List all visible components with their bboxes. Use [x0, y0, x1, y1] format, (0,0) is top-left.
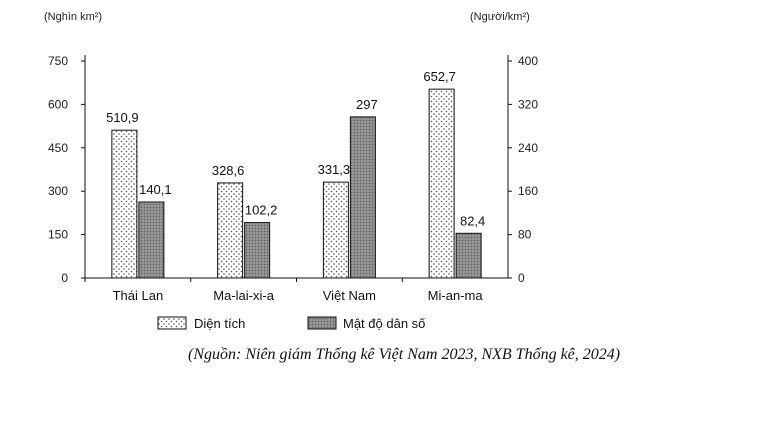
- right-tick-label: 400: [518, 54, 538, 68]
- data-label-mat-do-dan-so: 297: [356, 97, 378, 112]
- legend-label-dien-tich: Diện tích: [194, 316, 245, 331]
- left-tick-label: 600: [48, 97, 68, 111]
- data-label-dien-tich: 328,6: [212, 163, 245, 178]
- right-tick-label: 0: [518, 271, 525, 285]
- left-tick-label: 150: [48, 228, 68, 242]
- bar-dien-tich: [111, 129, 138, 279]
- category-label: Thái Lan: [113, 288, 164, 303]
- data-label-mat-do-dan-so: 140,1: [139, 182, 172, 197]
- right-tick-label: 80: [518, 228, 532, 242]
- source-note: (Nguồn: Niên giám Thống kê Việt Nam 2023…: [188, 346, 621, 363]
- bars-layer: [111, 88, 482, 279]
- bar-dien-tich: [217, 182, 244, 279]
- category-label: Ma-lai-xi-a: [213, 288, 274, 303]
- right-axis-unit-label: (Người/km²): [470, 11, 530, 23]
- data-label-dien-tich: 331,3: [318, 162, 351, 177]
- left-axis-unit-label: (Nghìn km²): [44, 11, 102, 23]
- data-labels-layer: 510,9 140,1 328,6 102,2 331,3 297 652,7 82,4: [106, 69, 485, 228]
- category-label: Mi-an-ma: [428, 288, 484, 303]
- bar-mat-do-dan-so: [244, 222, 271, 279]
- legend: Diện tích Mật độ dân số: [157, 316, 425, 331]
- right-tick-label: 320: [518, 97, 538, 111]
- left-tick-label: 750: [48, 54, 68, 68]
- data-label-dien-tich: 510,9: [106, 110, 139, 125]
- bar-dien-tich: [428, 88, 455, 279]
- data-label-mat-do-dan-so: 82,4: [460, 213, 485, 228]
- data-label-mat-do-dan-so: 102,2: [245, 203, 278, 218]
- left-tick-label: 0: [61, 271, 68, 285]
- bar-mat-do-dan-so: [455, 232, 482, 279]
- right-tick-label: 240: [518, 141, 538, 155]
- data-label-dien-tich: 652,7: [423, 69, 456, 84]
- legend-swatch-dien-tich: [157, 316, 187, 330]
- bar-dien-tich: [322, 181, 349, 279]
- left-tick-label: 450: [48, 141, 68, 155]
- category-label: Việt Nam: [323, 288, 376, 303]
- legend-label-mat-do-dan-so: Mật độ dân số: [343, 316, 425, 331]
- bar-mat-do-dan-so: [349, 116, 376, 279]
- left-tick-label: 300: [48, 184, 68, 198]
- legend-swatch-mat-do-dan-so: [307, 316, 337, 330]
- right-tick-label: 160: [518, 184, 538, 198]
- bar-mat-do-dan-so: [138, 201, 165, 279]
